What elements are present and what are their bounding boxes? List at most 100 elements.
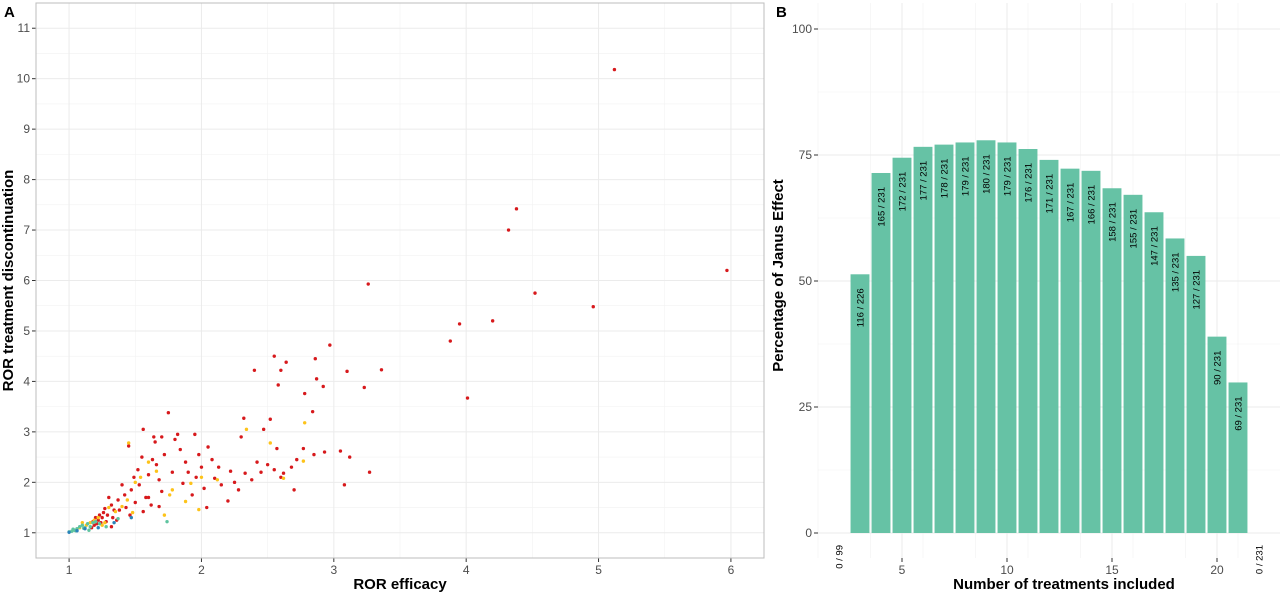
data-point bbox=[295, 457, 299, 462]
data-point bbox=[141, 427, 145, 432]
data-point bbox=[133, 500, 137, 505]
data-point bbox=[279, 475, 283, 479]
bar bbox=[1186, 255, 1206, 533]
bar-data-label: 135 / 231 bbox=[1171, 252, 1182, 292]
data-point bbox=[137, 483, 141, 487]
data-point bbox=[104, 525, 108, 529]
data-point bbox=[197, 507, 201, 512]
data-point bbox=[75, 529, 79, 533]
data-point bbox=[87, 528, 91, 532]
bar-data-label: 166 / 231 bbox=[1087, 185, 1098, 225]
data-point bbox=[120, 483, 124, 487]
data-point bbox=[107, 495, 111, 500]
data-point bbox=[96, 526, 100, 530]
data-point bbox=[132, 475, 136, 479]
data-point bbox=[321, 384, 325, 389]
data-point bbox=[255, 460, 259, 464]
data-point bbox=[116, 498, 120, 502]
y-tick-label: 4 bbox=[23, 374, 30, 388]
data-point bbox=[126, 444, 131, 448]
y-axis-title: Percentage of Janus Effect bbox=[770, 179, 787, 372]
data-point bbox=[162, 452, 167, 457]
bar-data-label: 179 / 231 bbox=[1003, 156, 1014, 196]
panel-b-bar-chart: B 5 10 15 20 0 25 50 75 100 0 / 99 116 / 226 165 / … bbox=[770, 0, 1280, 595]
data-point bbox=[167, 493, 172, 497]
x-tick-label: 3 bbox=[330, 563, 337, 577]
data-point bbox=[465, 396, 470, 400]
data-point bbox=[244, 427, 249, 432]
data-point bbox=[120, 504, 124, 509]
data-point bbox=[96, 518, 100, 522]
data-point bbox=[101, 510, 106, 515]
data-point bbox=[165, 519, 169, 524]
plot-border bbox=[35, 2, 765, 559]
bar bbox=[1060, 168, 1080, 534]
data-point bbox=[281, 471, 286, 475]
data-point bbox=[116, 516, 120, 521]
data-point bbox=[322, 450, 327, 454]
data-point bbox=[279, 368, 283, 373]
data-point bbox=[149, 503, 153, 507]
data-point bbox=[80, 520, 85, 525]
data-point bbox=[138, 475, 143, 479]
data-point bbox=[362, 385, 366, 390]
y-tick-label: 0 bbox=[805, 526, 812, 540]
data-point bbox=[97, 521, 102, 526]
bar bbox=[850, 274, 870, 533]
data-point bbox=[302, 421, 307, 425]
data-point bbox=[170, 488, 175, 492]
data-point bbox=[284, 360, 288, 364]
bar-data-label: 90 / 231 bbox=[1213, 351, 1224, 385]
data-point bbox=[88, 525, 92, 529]
bar-data-label: 176 / 231 bbox=[1024, 163, 1035, 203]
y-axis-title: ROR treatment discontinuation bbox=[0, 170, 17, 392]
data-point bbox=[146, 473, 151, 477]
y-tick-label: 3 bbox=[23, 425, 30, 439]
x-axis-title: ROR efficacy bbox=[353, 576, 447, 593]
bar bbox=[955, 142, 975, 534]
data-point bbox=[199, 465, 204, 469]
bar-data-label: 167 / 231 bbox=[1066, 183, 1077, 223]
data-point bbox=[93, 515, 98, 520]
bar-data-label: 155 / 231 bbox=[1129, 209, 1140, 249]
data-point bbox=[206, 445, 210, 449]
data-point bbox=[591, 305, 595, 309]
data-point bbox=[276, 383, 280, 387]
y-tick-label: 25 bbox=[799, 400, 813, 414]
data-point bbox=[259, 470, 263, 474]
data-point bbox=[183, 499, 188, 504]
data-point bbox=[160, 435, 164, 439]
data-point bbox=[342, 483, 347, 487]
bar bbox=[871, 172, 891, 533]
data-point bbox=[93, 519, 98, 524]
data-point bbox=[129, 488, 134, 492]
x-tick-label: 2 bbox=[198, 563, 205, 577]
bar-data-label: 147 / 231 bbox=[1150, 226, 1161, 266]
bar-data-label: 172 / 231 bbox=[898, 172, 909, 212]
data-point bbox=[107, 505, 111, 510]
data-point bbox=[338, 449, 343, 453]
panel-b-letter: B bbox=[776, 4, 787, 21]
data-point bbox=[183, 460, 188, 464]
data-point bbox=[725, 268, 729, 273]
data-point bbox=[205, 505, 209, 510]
data-point bbox=[190, 493, 194, 497]
data-point bbox=[533, 291, 537, 295]
data-point bbox=[212, 476, 217, 480]
y-tick-label: 2 bbox=[23, 475, 30, 489]
data-point bbox=[160, 489, 164, 494]
data-point bbox=[67, 530, 71, 534]
x-tick-label: 5 bbox=[595, 563, 602, 577]
data-point bbox=[310, 409, 315, 414]
data-point bbox=[109, 525, 114, 529]
data-point bbox=[210, 457, 214, 462]
bar-data-label: 158 / 231 bbox=[1108, 202, 1119, 242]
bar-chart-svg: 5 10 15 20 0 25 50 75 100 0 / 99 116 / 226 165 / 23… bbox=[770, 3, 1280, 593]
data-point bbox=[170, 470, 175, 474]
data-point bbox=[226, 499, 230, 503]
data-point bbox=[153, 440, 157, 444]
x-tick-label: 20 bbox=[1210, 563, 1224, 577]
data-point bbox=[250, 478, 254, 482]
bar-data-label: 179 / 231 bbox=[961, 156, 972, 196]
scatter-chart-svg: 1 2 3 4 5 6 1 2 3 4 5 6 7 8 9 10 11 ROR efficacy ROR treat… bbox=[0, 2, 765, 593]
